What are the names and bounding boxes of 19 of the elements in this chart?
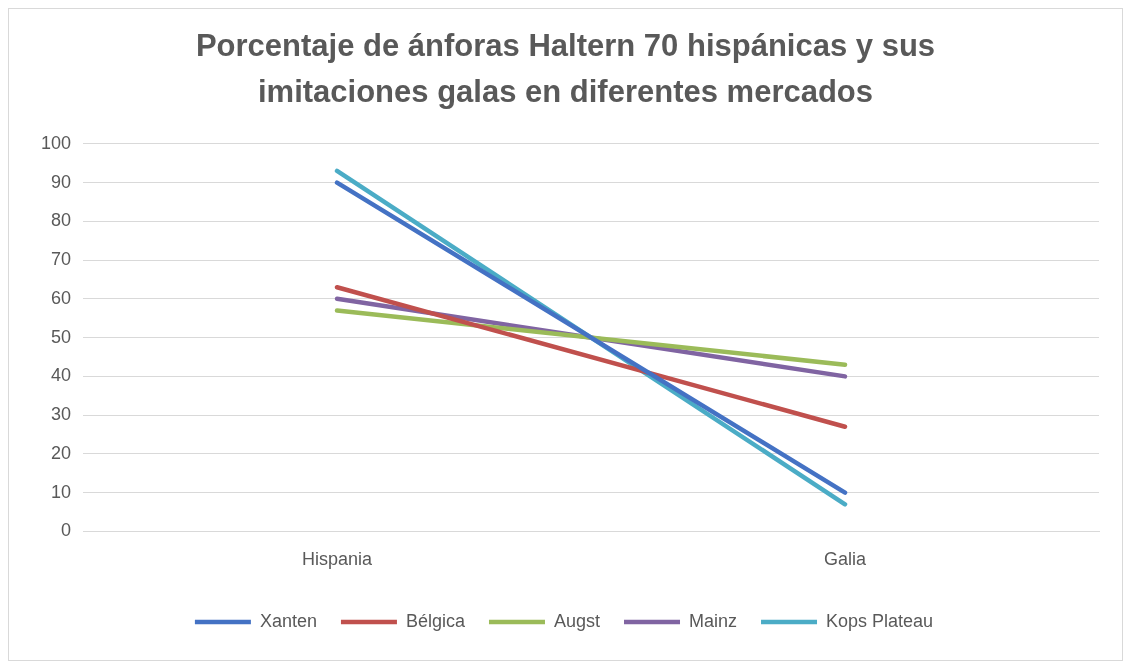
y-tick-label: 10: [51, 481, 72, 502]
y-tick-label: 90: [51, 171, 72, 192]
chart-title: Porcentaje de ánforas Haltern 70 hispánicas y sus imitaciones galas en diferentes mercados: [194, 27, 937, 111]
legend-label: Kops Plateau: [826, 610, 934, 631]
legend-label: Augst: [553, 610, 601, 631]
y-tick-label: 30: [51, 404, 72, 425]
y-tick-label: 60: [51, 287, 72, 308]
legend-label: Xanten: [259, 610, 317, 631]
y-tick-label: 20: [51, 442, 72, 463]
y-tick-label: 40: [51, 365, 72, 386]
y-tick-label: 0: [61, 520, 72, 541]
x-tick-label: Hispania: [302, 549, 374, 570]
y-tick-label: 50: [51, 326, 72, 347]
y-tick-label: 80: [51, 210, 72, 231]
legend-label: Mainz: [689, 610, 738, 631]
y-tick-label: 70: [51, 249, 72, 270]
x-tick-label: Galia: [823, 549, 867, 570]
y-tick-label: 100: [40, 132, 72, 153]
legend-label: Bélgica: [405, 610, 466, 631]
